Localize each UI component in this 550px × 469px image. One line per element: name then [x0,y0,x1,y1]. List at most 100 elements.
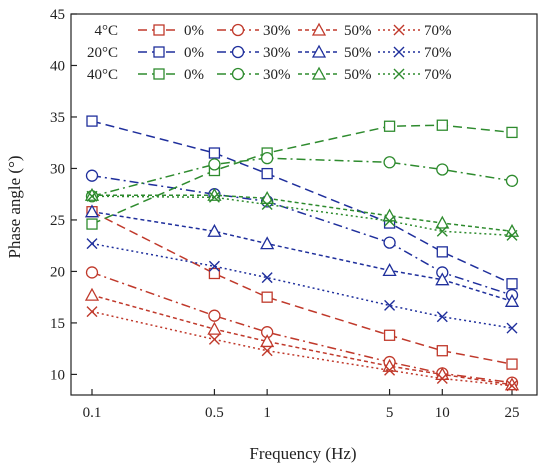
x-tick-label: 0.5 [205,405,224,421]
legend-marker [231,23,245,37]
legend-row-label: 20°C [87,45,118,61]
data-point [506,126,518,139]
series-line [91,271,513,384]
data-point [208,158,221,171]
data-point [207,223,222,237]
series-line [91,242,513,329]
data-point [436,225,448,237]
series-4c-70pct [86,306,518,392]
data-point [384,215,396,227]
legend-column-label: 30% [263,67,291,83]
legend-column-label: 0% [184,67,204,83]
legend: 4°C 0% 30% 50% 70% 20°C 0% 30% 50% 70% 40°C 0% 30% 50… [87,22,452,83]
data-point [86,238,98,250]
x-tick-label: 10 [435,405,450,421]
legend-column-label: 50% [344,23,372,39]
data-point [504,377,520,391]
series-line [91,174,513,296]
legend-row-label: 40°C [87,67,118,83]
data-point [506,278,518,290]
data-point [435,272,450,286]
data-point [261,272,273,284]
data-point [208,309,221,322]
data-point [86,218,98,230]
legend-column-label: 70% [424,23,452,39]
legend-marker [231,45,245,59]
legend-column-label: 50% [344,45,372,61]
series-20c-0pct [86,115,518,290]
y-tick-label: 10 [50,367,65,383]
series-line [91,195,513,237]
legend-column-label: 0% [184,45,204,61]
legend-marker [393,24,405,36]
legend-marker [153,24,165,36]
data-point [86,190,98,202]
series-4c-0pct [86,206,518,370]
data-point [436,246,448,258]
legend-column-label: 70% [424,45,452,61]
data-point [261,345,273,357]
data-point [506,358,518,370]
y-tick-label: 20 [50,264,65,280]
y-axis-title: Phase angle (°) [5,155,24,258]
data-point [435,215,450,229]
series-line [91,210,513,303]
legend-marker [311,66,327,80]
series-line [91,211,513,365]
legend-column-label: 0% [184,23,204,39]
y-tick-label: 15 [50,316,65,332]
legend-column-label: 30% [263,45,291,61]
data-point [261,152,274,165]
series-layer [84,115,520,392]
series-line [91,124,513,225]
data-point [436,163,449,176]
data-point [383,156,396,169]
x-tick-label: 25 [505,405,520,421]
x-axis-title: Frequency (Hz) [249,444,356,463]
legend-marker [153,68,165,80]
data-point [506,322,518,334]
series-4c-50pct [84,287,520,391]
x-tick-label: 1 [263,405,271,421]
series-line [91,294,513,386]
series-line [91,310,513,387]
data-point [208,260,220,272]
legend-marker [231,67,245,81]
legend-row-label: 4°C [94,23,118,39]
data-point [86,115,98,127]
data-point [384,364,396,376]
data-point [208,147,221,159]
data-point [86,306,98,318]
data-point [436,345,448,357]
y-tick-label: 40 [50,58,65,74]
plot-area-border [70,13,538,396]
data-point [208,191,220,203]
x-axis-ticks: 0.1 0.5 1 5 10 25 [83,389,520,421]
data-point [85,169,99,182]
data-point [383,236,396,249]
y-tick-label: 25 [50,213,65,229]
data-point [85,266,99,279]
data-point [208,267,221,280]
series-line [91,157,513,197]
data-point [506,380,518,392]
series-line [91,120,513,285]
data-point [208,333,220,345]
data-point [261,167,273,180]
series-4c-30pct [85,266,519,389]
data-point [260,334,275,348]
plot-frame [70,13,538,396]
y-tick-label: 35 [50,110,65,126]
data-point [436,311,448,323]
legend-marker [153,46,165,58]
legend-marker [311,22,327,36]
y-tick-label: 30 [50,161,65,177]
data-point [384,299,396,311]
data-point [84,287,100,301]
y-axis-ticks: 10 15 20 25 30 35 40 45 [50,7,77,383]
data-point [260,236,275,250]
data-point [84,204,100,218]
series-20c-30pct [85,169,519,302]
data-point [436,119,448,131]
